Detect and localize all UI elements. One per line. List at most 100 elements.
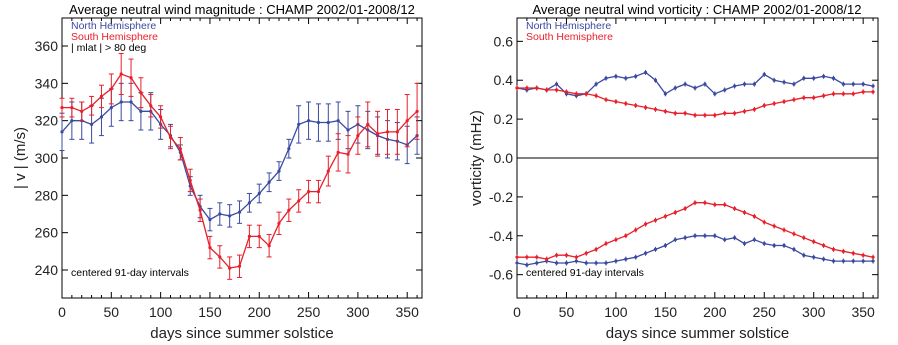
data-point: [316, 190, 321, 194]
data-point: [643, 251, 648, 255]
data-point: [366, 122, 370, 126]
series-line: [62, 73, 418, 269]
x-tick-label: 300: [802, 304, 826, 320]
data-point: [525, 263, 529, 267]
y-axis-label: | v | (m/s): [12, 127, 29, 189]
data-point: [673, 210, 677, 215]
data-point: [663, 243, 667, 248]
plot-frame: [61, 17, 423, 299]
series-south: [59, 52, 420, 280]
data-point: [604, 76, 608, 80]
data-point: [723, 238, 727, 242]
data-point: [287, 208, 291, 212]
data-point: [851, 92, 855, 96]
data-point: [643, 222, 648, 226]
data-point: [89, 104, 94, 108]
data-point: [277, 169, 281, 173]
data-point: [415, 109, 419, 113]
annotation-mlat: | mlat | > 80 deg: [71, 42, 146, 54]
data-point: [822, 94, 826, 98]
data-point: [99, 115, 104, 119]
data-point: [782, 228, 786, 232]
data-point: [871, 259, 875, 263]
data-point: [554, 253, 559, 257]
data-point: [535, 261, 539, 265]
data-point: [762, 72, 766, 76]
y-tick-label: -0.6: [489, 267, 513, 283]
data-point: [762, 241, 766, 246]
data-point: [80, 109, 84, 113]
y-tick-label: 320: [35, 113, 59, 129]
y-tick-label: 240: [35, 262, 59, 278]
data-point: [525, 255, 529, 259]
data-point: [624, 101, 628, 106]
data-point: [812, 255, 816, 259]
data-point: [762, 220, 766, 224]
series-north: [59, 82, 420, 232]
x-axis-label: days since summer solstice: [150, 325, 333, 342]
data-point: [732, 236, 737, 240]
data-point: [663, 92, 667, 96]
data-point: [831, 76, 836, 80]
data-point: [723, 111, 727, 115]
data-point: [228, 214, 232, 218]
data-point: [822, 243, 826, 248]
x-tick-label: 350: [851, 304, 875, 320]
x-tick-label: 150: [198, 304, 222, 320]
data-point: [723, 203, 727, 207]
data-point: [653, 107, 658, 111]
data-point: [822, 74, 826, 78]
data-point: [267, 244, 271, 248]
data-point: [732, 111, 737, 115]
data-point: [139, 91, 143, 95]
data-point: [812, 96, 816, 100]
data-point: [257, 191, 261, 196]
data-point: [772, 78, 776, 82]
data-point: [594, 94, 598, 98]
data-point: [149, 104, 153, 108]
series-line: [517, 202, 874, 260]
data-point: [792, 82, 796, 86]
data-point: [683, 236, 687, 240]
data-point: [535, 86, 539, 90]
data-point: [713, 234, 717, 238]
data-point: [218, 212, 222, 216]
data-point: [841, 92, 845, 96]
data-point: [732, 84, 737, 88]
data-point: [306, 119, 311, 123]
data-point: [515, 261, 519, 265]
data-point: [515, 86, 519, 90]
data-point: [703, 113, 707, 117]
data-point: [584, 251, 588, 255]
data-point: [564, 261, 569, 265]
data-point: [861, 259, 865, 263]
x-tick-label: 250: [753, 304, 777, 320]
data-point: [653, 218, 658, 222]
data-point: [336, 119, 340, 123]
data-point: [673, 86, 677, 90]
x-tick-label: 50: [559, 304, 575, 320]
data-point: [604, 98, 608, 102]
data-point: [841, 82, 845, 86]
y-tick-label: 300: [35, 150, 59, 166]
data-point: [198, 208, 202, 212]
y-tick-label: 280: [35, 187, 59, 203]
data-point: [614, 100, 618, 104]
data-point: [812, 76, 816, 80]
data-point: [782, 100, 786, 104]
data-point: [624, 234, 628, 238]
chart-panel-1: Average neutral wind magnitude : CHAMP 2…: [12, 2, 423, 342]
data-point: [60, 130, 64, 134]
data-point: [792, 232, 796, 236]
data-point: [782, 243, 786, 248]
y-tick-label: -0.2: [489, 189, 513, 205]
data-point: [831, 259, 836, 263]
data-point: [831, 247, 836, 251]
y-tick-label: 360: [35, 38, 59, 54]
data-point: [178, 147, 182, 151]
data-point: [673, 111, 677, 115]
data-point: [802, 76, 806, 80]
data-point: [188, 178, 192, 182]
data-point: [861, 82, 865, 86]
